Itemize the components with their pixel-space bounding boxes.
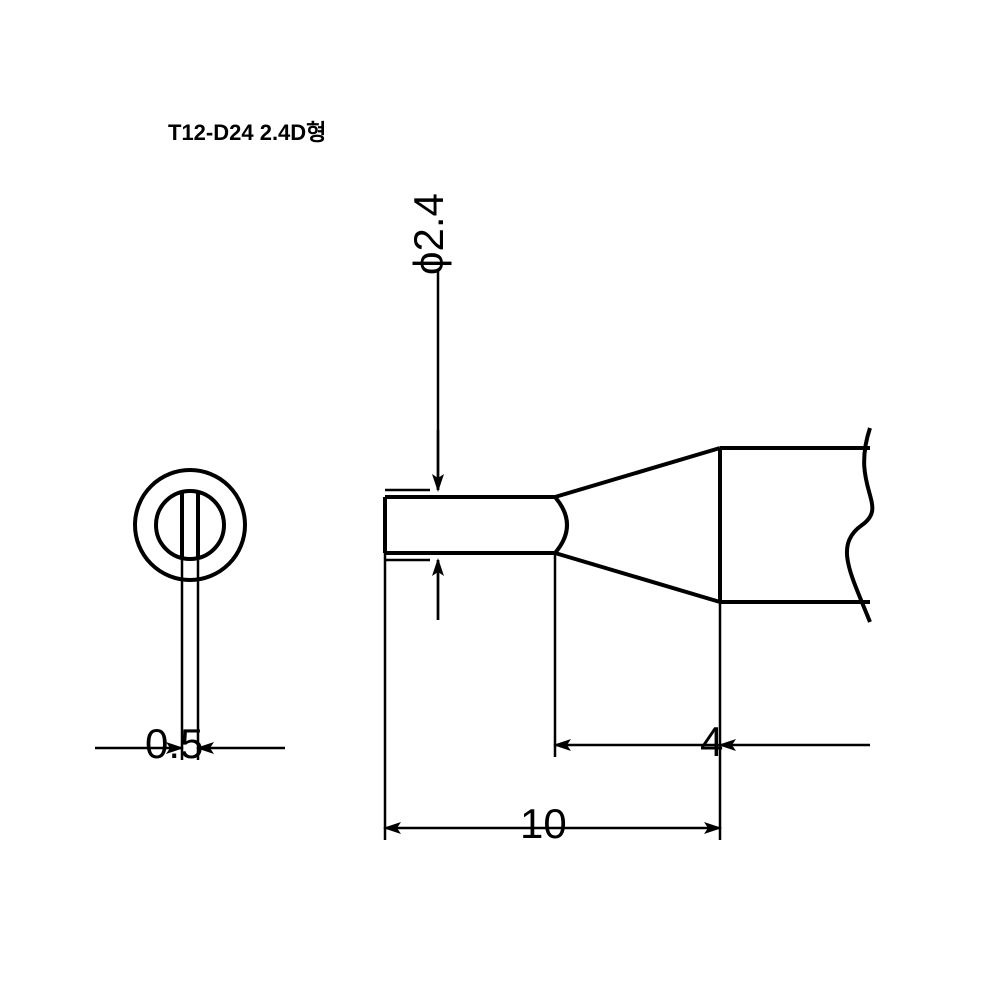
dim-05-label: 0.5	[145, 720, 203, 768]
dim-4-label: 4	[700, 718, 723, 766]
technical-drawing	[0, 0, 1000, 1000]
dim-diameter-label: ϕ2.4	[405, 193, 453, 275]
dim-10-label: 10	[520, 800, 567, 848]
